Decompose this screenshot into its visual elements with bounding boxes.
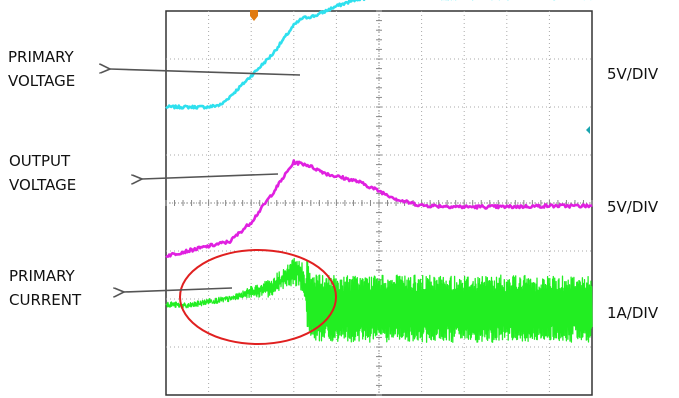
channel-scale-label: 1A/DIV	[607, 304, 659, 322]
primary-voltage-label-line: VOLTAGE	[8, 72, 75, 90]
primary-current-label: PRIMARY CURRENT	[9, 267, 82, 309]
output-voltage-trace	[165, 159, 593, 258]
primary-voltage-arrow	[110, 69, 301, 76]
level-marker-icon	[586, 126, 590, 134]
output-voltage-arrow	[142, 173, 279, 179]
output-voltage-label-line: OUTPUT	[9, 152, 71, 170]
output-voltage-label-line: VOLTAGE	[9, 176, 76, 194]
primary-current-label-line: CURRENT	[9, 291, 82, 309]
primary-current-trace	[165, 257, 593, 343]
trigger-marker-icon	[250, 10, 258, 21]
scales-layer: 5V/DIV 5V/DIV 1A/DIV	[607, 65, 659, 322]
annotations-layer: PRIMARY VOLTAGE OUTPUT VOLTAGE PRIMARY CURREN…	[8, 48, 301, 309]
primary-current-arrow	[124, 288, 233, 292]
primary-voltage-trace	[165, 0, 592, 110]
series-layer	[165, 0, 593, 343]
channel-scale-label: 5V/DIV	[607, 198, 659, 216]
primary-voltage-label-line: PRIMARY	[8, 48, 75, 66]
primary-voltage-label: PRIMARY VOLTAGE	[8, 48, 75, 90]
channel-scale-label: 5V/DIV	[607, 65, 659, 83]
primary-current-label-line: PRIMARY	[9, 267, 76, 285]
output-voltage-label: OUTPUT VOLTAGE	[9, 152, 76, 194]
highlight-ellipse	[179, 249, 337, 345]
